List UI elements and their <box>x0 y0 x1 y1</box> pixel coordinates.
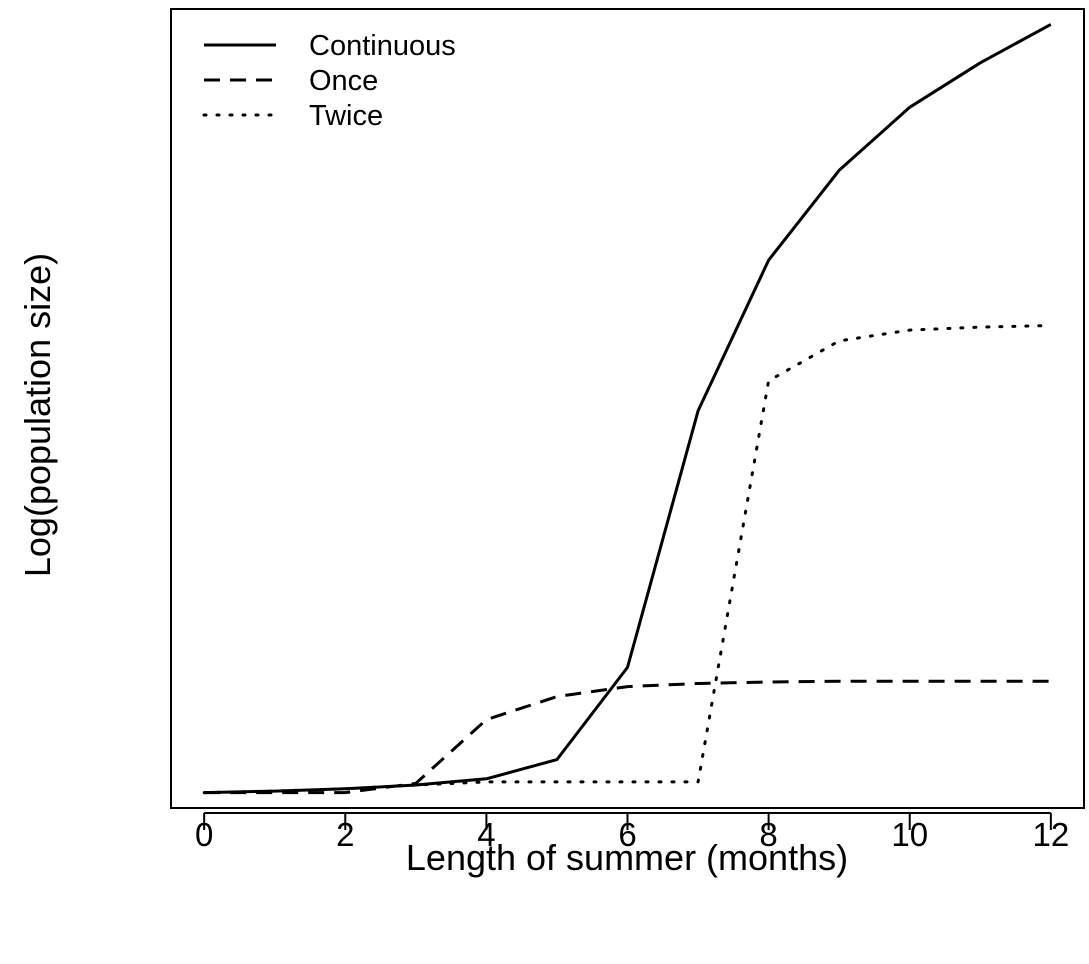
x-tick-label: 0 <box>195 816 213 853</box>
x-tick-label: 8 <box>759 816 777 853</box>
series-line-once <box>204 679 1051 795</box>
x-tick-label: 2 <box>336 816 354 853</box>
x-tick-label: 4 <box>477 816 495 853</box>
x-axis-title: Length of summer (months) <box>406 837 848 878</box>
y-axis-title: Log(population size) <box>17 253 58 577</box>
x-tick-label: 12 <box>1032 816 1069 853</box>
x-tick-label: 10 <box>891 816 928 853</box>
x-tick-label: 6 <box>618 816 636 853</box>
legend-label-continuous: Continuous <box>309 30 456 62</box>
series-line-twice <box>202 324 1053 795</box>
legend-label-once: Once <box>309 65 378 97</box>
series-layer <box>202 23 1053 795</box>
series-line-continuous <box>204 23 1052 795</box>
legend-label-twice: Twice <box>309 100 383 132</box>
plot-frame <box>170 8 1085 809</box>
x-axis: 0 2 4 6 8 10 12 <box>195 812 1069 853</box>
